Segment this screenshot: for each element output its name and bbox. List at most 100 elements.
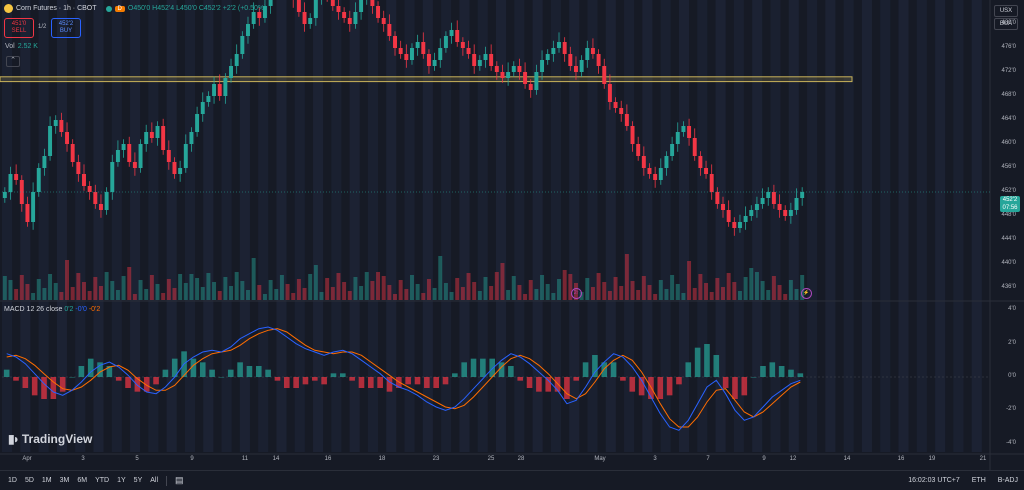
price-tick-label: 456'0 bbox=[1001, 164, 1017, 170]
candle-body bbox=[359, 0, 364, 12]
volume-bar bbox=[98, 286, 103, 300]
volume-bar bbox=[161, 293, 166, 300]
volume-bar bbox=[14, 289, 19, 300]
macd-histogram-bar bbox=[629, 377, 636, 392]
candle-body bbox=[65, 132, 70, 144]
volume-bar bbox=[540, 275, 545, 300]
session-stripe bbox=[807, 0, 818, 452]
dividend-event-icon[interactable]: 2↑ bbox=[571, 288, 582, 299]
time-tick-label: 12 bbox=[789, 456, 797, 462]
range-1m[interactable]: 1M bbox=[41, 477, 52, 484]
session-stripe bbox=[459, 0, 470, 452]
range-1y[interactable]: 1Y bbox=[117, 477, 126, 484]
macd-histogram-bar bbox=[125, 377, 131, 388]
macd-histogram-bar bbox=[302, 377, 309, 385]
range-3m[interactable]: 3M bbox=[59, 477, 70, 484]
candle-body bbox=[438, 48, 443, 60]
candle-body bbox=[562, 42, 567, 54]
time-tick-label: 28 bbox=[517, 456, 525, 462]
volume-bar bbox=[308, 274, 313, 300]
session-stripe bbox=[276, 0, 287, 452]
volume-bar bbox=[557, 279, 561, 300]
volume-bar bbox=[212, 282, 217, 300]
volume-bar bbox=[721, 287, 725, 300]
tradingview-logo[interactable]: ▮◗ TradingView bbox=[8, 432, 92, 446]
time-tick-label: 14 bbox=[272, 456, 280, 462]
macd-histogram-bar bbox=[22, 377, 29, 388]
candle-body bbox=[376, 6, 381, 18]
volume-bar bbox=[749, 268, 754, 300]
candle-body bbox=[195, 114, 200, 132]
candle-body bbox=[82, 174, 86, 186]
macd-histogram-bar bbox=[722, 377, 729, 388]
candle-body bbox=[596, 54, 601, 66]
range-ytd[interactable]: YTD bbox=[95, 477, 110, 484]
session-stripe bbox=[715, 0, 726, 452]
macd-histogram-bar bbox=[237, 362, 243, 377]
candle-body bbox=[404, 54, 409, 60]
goto-date-icon[interactable]: ▤ bbox=[175, 475, 184, 485]
candle-body bbox=[443, 36, 448, 48]
macd-histogram-bar bbox=[106, 366, 113, 377]
volume-bar bbox=[641, 276, 646, 300]
currency-button[interactable]: USX bbox=[994, 5, 1018, 17]
adjustment-toggle[interactable]: B-ADJ bbox=[997, 477, 1018, 484]
session-stripe bbox=[788, 0, 799, 452]
volume-bar bbox=[76, 273, 81, 300]
candle-body bbox=[370, 0, 375, 6]
macd-histogram-bar bbox=[41, 377, 47, 399]
unit-button[interactable]: BUA bbox=[994, 18, 1018, 30]
session-toggle[interactable]: ETH bbox=[971, 477, 986, 484]
session-stripe bbox=[861, 0, 872, 452]
candle-body bbox=[149, 132, 154, 138]
volume-bar bbox=[528, 280, 533, 300]
candle-body bbox=[636, 144, 641, 156]
macd-histogram-bar bbox=[255, 366, 262, 377]
volume-bar bbox=[257, 285, 262, 300]
volume-bar bbox=[449, 292, 454, 300]
symbol-title[interactable]: Corn Futures · 1h · CBOT bbox=[16, 5, 97, 12]
volume-value: 2.52 K bbox=[17, 43, 38, 50]
range-6m[interactable]: 6M bbox=[77, 477, 88, 484]
collapse-legend-button[interactable]: ⌃ bbox=[6, 56, 20, 67]
flash-event-icon[interactable]: ⚡ bbox=[801, 288, 812, 299]
volume-bar bbox=[511, 276, 516, 300]
volume-bar bbox=[443, 283, 448, 300]
candle-body bbox=[132, 162, 137, 168]
sell-label: SELL bbox=[11, 28, 27, 34]
candle-body bbox=[517, 66, 522, 72]
session-stripe bbox=[258, 0, 269, 452]
session-stripe bbox=[367, 0, 378, 452]
candle-body bbox=[8, 174, 13, 192]
range-5y[interactable]: 5Y bbox=[133, 477, 143, 484]
volume-bar bbox=[296, 279, 301, 300]
session-stripe bbox=[550, 0, 561, 452]
sell-button[interactable]: 451'0 SELL bbox=[4, 18, 34, 38]
macd-tick-label: -4'0 bbox=[1006, 439, 1016, 446]
candle-body bbox=[172, 162, 177, 174]
volume-bar bbox=[342, 282, 347, 300]
price-tick-label: 464'0 bbox=[1001, 116, 1017, 122]
session-stripe bbox=[953, 0, 964, 452]
buy-button[interactable]: 452'2 BUY bbox=[51, 18, 81, 38]
candle-body bbox=[223, 78, 228, 96]
range-1d[interactable]: 1D bbox=[8, 477, 17, 484]
macd-label[interactable]: MACD 12 26 close bbox=[4, 306, 63, 313]
price-tick-label: 448'0 bbox=[1001, 212, 1017, 218]
volume-bar bbox=[31, 293, 36, 300]
macd-histogram-bar bbox=[265, 369, 271, 377]
range-5d[interactable]: 5D bbox=[24, 477, 34, 484]
candle-body bbox=[229, 66, 234, 78]
range-all[interactable]: All bbox=[150, 477, 159, 484]
volume-bar bbox=[483, 277, 488, 300]
volume-bar bbox=[675, 284, 680, 300]
symbol-logo-icon bbox=[4, 4, 13, 13]
session-stripe bbox=[75, 0, 86, 452]
volume-bar bbox=[376, 272, 381, 300]
volume-bar bbox=[704, 283, 709, 300]
macd-histogram-bar bbox=[582, 362, 589, 377]
clock[interactable]: 16:02:03 UTC+7 bbox=[908, 477, 960, 484]
macd-histogram-bar bbox=[283, 377, 290, 388]
